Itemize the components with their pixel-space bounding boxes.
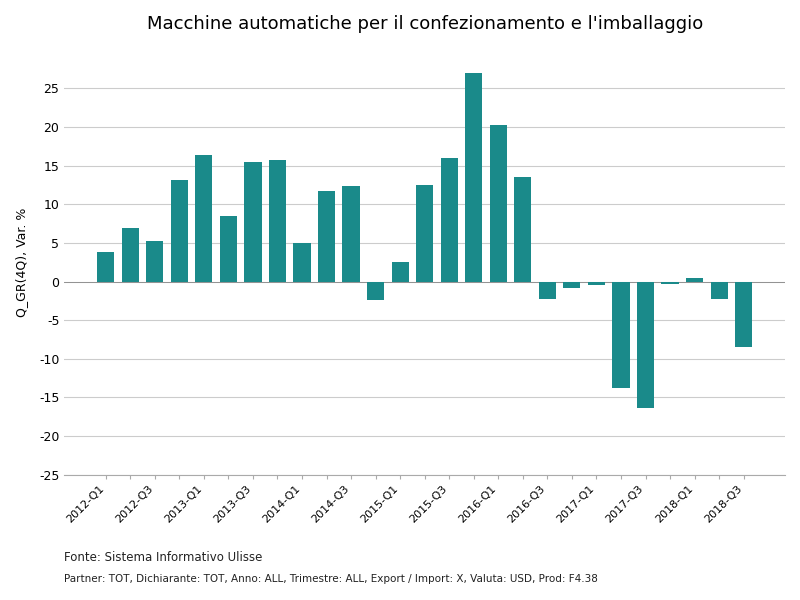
Bar — [538, 281, 556, 299]
Bar — [220, 216, 237, 281]
Y-axis label: Q_GR(4Q), Var. %: Q_GR(4Q), Var. % — [15, 208, 28, 317]
Bar — [637, 281, 654, 408]
Bar — [588, 281, 605, 286]
Bar — [563, 281, 581, 288]
Bar — [465, 73, 482, 281]
Bar — [244, 162, 262, 281]
Bar — [294, 243, 310, 281]
Bar — [269, 160, 286, 281]
Title: Macchine automatiche per il confezionamento e l'imballaggio: Macchine automatiche per il confezioname… — [146, 15, 702, 33]
Text: Fonte: Sistema Informativo Ulisse: Fonte: Sistema Informativo Ulisse — [64, 551, 262, 564]
Bar — [122, 227, 139, 281]
Bar — [146, 241, 163, 281]
Bar — [490, 125, 507, 281]
Bar — [612, 281, 630, 388]
Bar — [391, 262, 409, 281]
Bar — [735, 281, 752, 347]
Bar — [170, 179, 188, 281]
Bar — [441, 158, 458, 281]
Bar — [195, 155, 213, 281]
Bar — [416, 185, 434, 281]
Bar — [686, 278, 703, 281]
Bar — [514, 177, 531, 281]
Bar — [710, 281, 728, 299]
Bar — [97, 252, 114, 281]
Bar — [318, 191, 335, 281]
Text: Partner: TOT, Dichiarante: TOT, Anno: ALL, Trimestre: ALL, Export / Import: X, V: Partner: TOT, Dichiarante: TOT, Anno: AL… — [64, 574, 598, 584]
Bar — [662, 281, 678, 284]
Bar — [342, 186, 360, 281]
Bar — [367, 281, 384, 300]
